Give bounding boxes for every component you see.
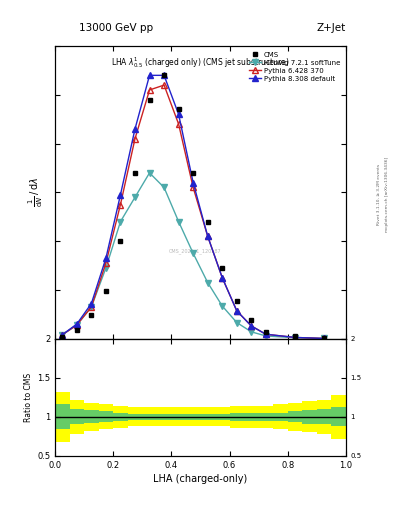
Herwig 7.2.1 softTune (292, 335, 297, 341)
Herwig 7.2.1 softTune (60, 332, 64, 338)
CMS (89, 312, 94, 318)
Pythia 8.308 default (75, 321, 79, 327)
CMS (162, 72, 167, 78)
CMS (263, 329, 268, 335)
Pythia 8.308 default (147, 72, 152, 78)
Text: mcplots.cern.ch [arXiv:1306.3436]: mcplots.cern.ch [arXiv:1306.3436] (385, 157, 389, 232)
Legend: CMS, Herwig 7.2.1 softTune, Pythia 6.428 370, Pythia 8.308 default: CMS, Herwig 7.2.1 softTune, Pythia 6.428… (246, 50, 342, 84)
CMS (60, 334, 64, 340)
CMS (206, 219, 210, 225)
Herwig 7.2.1 softTune (118, 219, 123, 225)
Y-axis label: $\frac{1}{\mathrm{d}N}\,/\,\mathrm{d}\lambda$: $\frac{1}{\mathrm{d}N}\,/\,\mathrm{d}\la… (26, 177, 44, 207)
Pythia 8.308 default (206, 233, 210, 239)
Pythia 8.308 default (133, 126, 138, 132)
Pythia 6.428 370 (191, 184, 196, 190)
CMS (234, 297, 239, 304)
Pythia 6.428 370 (322, 335, 327, 342)
Pythia 6.428 370 (249, 323, 254, 329)
Text: LHA $\lambda^1_{0.5}$ (charged only) (CMS jet substructure): LHA $\lambda^1_{0.5}$ (charged only) (CM… (111, 55, 290, 70)
Pythia 8.308 default (263, 331, 268, 337)
Pythia 8.308 default (322, 335, 327, 342)
Pythia 8.308 default (176, 111, 181, 117)
Pythia 8.308 default (191, 180, 196, 186)
X-axis label: LHA (charged-only): LHA (charged-only) (153, 474, 248, 484)
Pythia 8.308 default (292, 334, 297, 340)
CMS (147, 97, 152, 103)
Herwig 7.2.1 softTune (75, 322, 79, 328)
Herwig 7.2.1 softTune (206, 280, 210, 286)
Herwig 7.2.1 softTune (162, 184, 167, 190)
Pythia 6.428 370 (147, 87, 152, 93)
Pythia 8.308 default (249, 323, 254, 329)
Pythia 6.428 370 (220, 274, 225, 281)
Pythia 6.428 370 (133, 136, 138, 142)
CMS (322, 335, 327, 342)
CMS (75, 327, 79, 333)
CMS (292, 333, 297, 339)
Herwig 7.2.1 softTune (220, 303, 225, 309)
Pythia 8.308 default (89, 301, 94, 307)
Herwig 7.2.1 softTune (89, 304, 94, 310)
Pythia 6.428 370 (60, 332, 64, 338)
Pythia 6.428 370 (292, 334, 297, 340)
Herwig 7.2.1 softTune (191, 250, 196, 257)
Pythia 8.308 default (220, 274, 225, 281)
CMS (118, 238, 123, 244)
Line: CMS: CMS (60, 73, 326, 340)
Pythia 6.428 370 (206, 233, 210, 239)
CMS (249, 317, 254, 323)
CMS (191, 170, 196, 176)
Text: CMS_2021_1_120187: CMS_2021_1_120187 (168, 248, 221, 254)
Pythia 8.308 default (162, 72, 167, 78)
Text: 13000 GeV pp: 13000 GeV pp (79, 23, 153, 33)
Herwig 7.2.1 softTune (133, 194, 138, 200)
Line: Pythia 8.308 default: Pythia 8.308 default (59, 73, 327, 341)
CMS (176, 106, 181, 113)
Herwig 7.2.1 softTune (147, 170, 152, 176)
Pythia 6.428 370 (75, 322, 79, 328)
Y-axis label: Ratio to CMS: Ratio to CMS (24, 373, 33, 422)
CMS (220, 265, 225, 271)
CMS (133, 170, 138, 176)
CMS (104, 288, 108, 294)
Pythia 6.428 370 (176, 121, 181, 127)
Herwig 7.2.1 softTune (176, 219, 181, 225)
Pythia 6.428 370 (162, 82, 167, 88)
Pythia 6.428 370 (104, 260, 108, 266)
Pythia 8.308 default (234, 308, 239, 314)
Herwig 7.2.1 softTune (263, 333, 268, 339)
Line: Herwig 7.2.1 softTune: Herwig 7.2.1 softTune (59, 170, 327, 341)
Pythia 8.308 default (104, 255, 108, 261)
Pythia 6.428 370 (234, 308, 239, 314)
Herwig 7.2.1 softTune (104, 265, 108, 271)
Herwig 7.2.1 softTune (234, 319, 239, 326)
Herwig 7.2.1 softTune (322, 335, 327, 342)
Line: Pythia 6.428 370: Pythia 6.428 370 (59, 82, 327, 341)
Pythia 6.428 370 (263, 331, 268, 337)
Text: Z+Jet: Z+Jet (317, 23, 346, 33)
Pythia 8.308 default (118, 191, 123, 198)
Pythia 8.308 default (60, 332, 64, 338)
Text: Rivet 3.1.10, ≥ 3.2M events: Rivet 3.1.10, ≥ 3.2M events (377, 164, 381, 225)
Herwig 7.2.1 softTune (249, 329, 254, 335)
Pythia 6.428 370 (89, 304, 94, 310)
Pythia 6.428 370 (118, 202, 123, 208)
